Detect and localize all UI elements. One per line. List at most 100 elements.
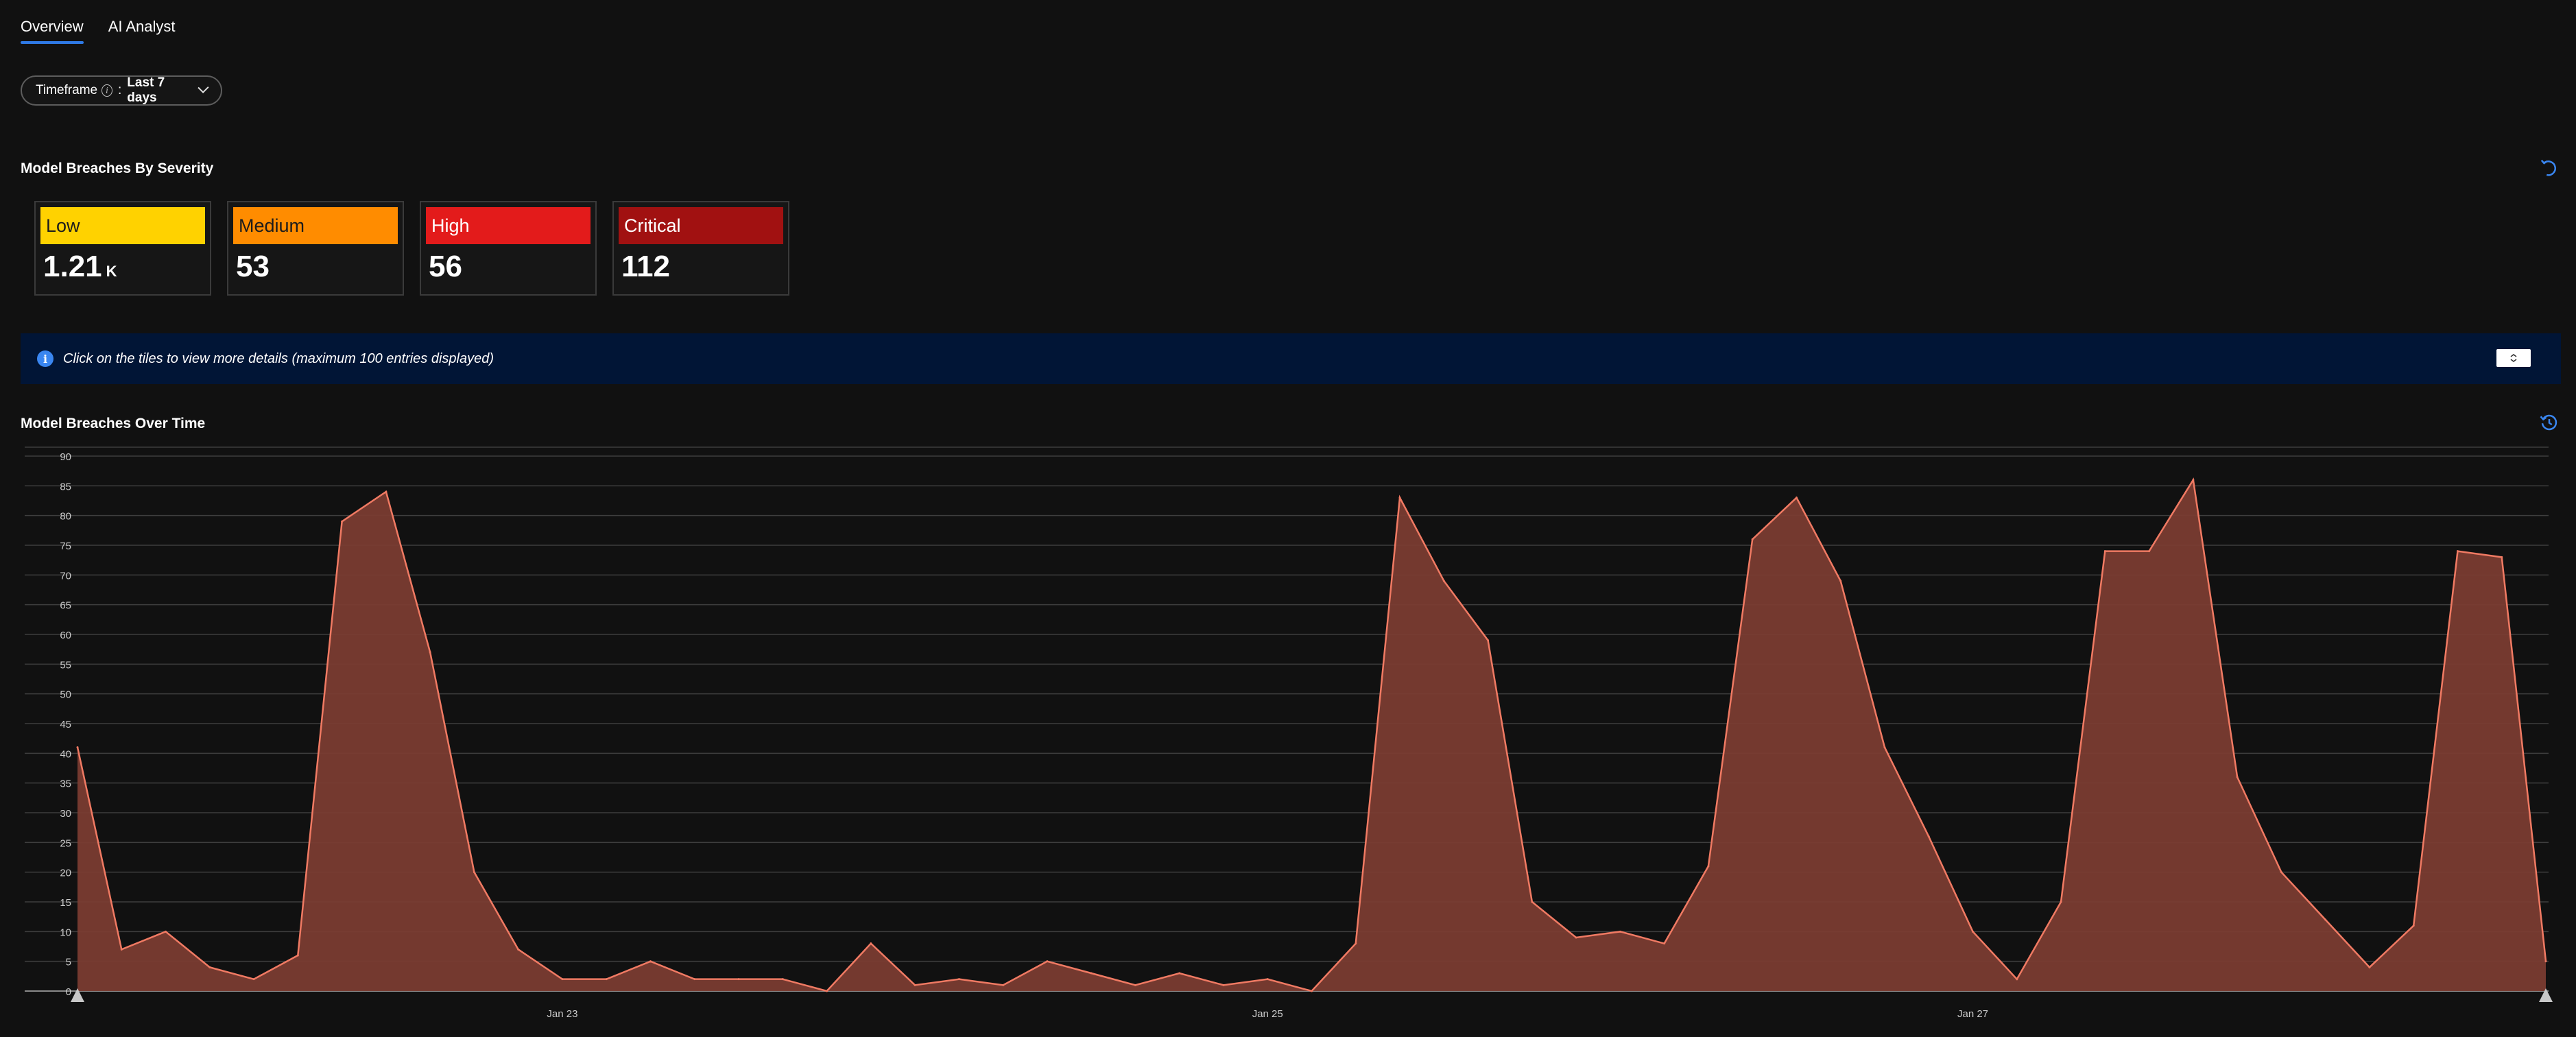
y-tick-label: 20	[60, 868, 71, 879]
data-point[interactable]	[252, 978, 255, 981]
data-point[interactable]	[1531, 901, 1534, 903]
data-point[interactable]	[208, 966, 211, 968]
data-point[interactable]	[737, 978, 740, 981]
y-tick-label: 75	[60, 540, 71, 552]
data-point[interactable]	[2324, 918, 2327, 921]
data-point[interactable]	[1619, 930, 1621, 933]
range-end-handle[interactable]	[2539, 988, 2553, 1002]
info-banner: i Click on the tiles to view more detail…	[21, 333, 2561, 384]
data-point[interactable]	[2456, 550, 2459, 553]
data-point[interactable]	[605, 978, 608, 981]
over-time-section-title: Model Breaches Over Time	[21, 416, 206, 431]
severity-section-title: Model Breaches By Severity	[21, 160, 214, 176]
tile-high-label: High	[426, 207, 591, 244]
data-point[interactable]	[2016, 978, 2018, 981]
data-point[interactable]	[693, 978, 696, 981]
y-tick-label: 40	[60, 748, 71, 760]
data-point[interactable]	[957, 978, 960, 981]
x-tick-label: Jan 27	[1957, 1008, 1988, 1020]
data-point[interactable]	[429, 651, 431, 654]
data-point[interactable]	[296, 954, 299, 957]
refresh-icon[interactable]	[2539, 158, 2560, 178]
data-point[interactable]	[2060, 901, 2062, 903]
data-point[interactable]	[2236, 776, 2239, 778]
data-point[interactable]	[870, 942, 872, 945]
data-point[interactable]	[826, 990, 828, 992]
data-point[interactable]	[341, 520, 344, 523]
data-point[interactable]	[2148, 550, 2151, 553]
data-point[interactable]	[1311, 990, 1313, 992]
y-tick-label: 50	[60, 689, 71, 701]
y-tick-label: 60	[60, 630, 71, 641]
data-point[interactable]	[1222, 984, 1225, 986]
data-point[interactable]	[1795, 497, 1798, 499]
y-tick-label: 15	[60, 897, 71, 909]
tile-critical-label: Critical	[619, 207, 783, 244]
tab-ai-analyst[interactable]: AI Analyst	[108, 18, 176, 35]
tile-medium[interactable]: Medium 53	[227, 201, 404, 296]
y-tick-label: 0	[66, 986, 71, 998]
data-point[interactable]	[120, 948, 123, 951]
data-point[interactable]	[1178, 972, 1181, 975]
tab-overview[interactable]: Overview	[21, 0, 84, 44]
data-point[interactable]	[2192, 479, 2195, 481]
data-point[interactable]	[1839, 580, 1842, 582]
data-point[interactable]	[517, 948, 520, 951]
range-start-handle[interactable]	[71, 988, 84, 1002]
tile-low[interactable]: Low 1.21 K	[34, 201, 211, 296]
data-point[interactable]	[1442, 580, 1445, 582]
info-icon[interactable]: i	[102, 84, 113, 97]
y-tick-label: 65	[60, 600, 71, 612]
timeframe-separator: :	[118, 83, 122, 97]
breaches-over-time-chart: 0 5 10 15 20 25 30 35 40 45 50 55 60 65 70 75 80 85 90 Jan…	[25, 446, 2553, 1020]
data-point[interactable]	[1663, 942, 1666, 945]
data-point[interactable]	[385, 490, 387, 493]
data-point[interactable]	[165, 930, 167, 933]
timeframe-value: Last 7 days	[127, 75, 165, 105]
data-point[interactable]	[914, 984, 916, 986]
data-point[interactable]	[1707, 865, 1710, 868]
data-point[interactable]	[1972, 930, 1975, 933]
tile-high-value: 56	[429, 250, 462, 283]
y-tick-label: 10	[60, 927, 71, 938]
chart-x-axis: Jan 23 Jan 25 Jan 27	[547, 1008, 1988, 1020]
y-tick-label: 30	[60, 808, 71, 820]
data-point[interactable]	[1751, 538, 1754, 540]
data-point[interactable]	[2280, 871, 2282, 874]
data-point[interactable]	[1090, 972, 1093, 975]
data-point[interactable]	[1002, 984, 1005, 986]
data-point[interactable]	[1266, 978, 1269, 981]
history-icon[interactable]	[2539, 412, 2560, 433]
area-fill	[77, 479, 2546, 991]
data-point[interactable]	[2368, 966, 2371, 968]
y-tick-label: 85	[60, 481, 71, 492]
data-point[interactable]	[1046, 960, 1049, 963]
tile-low-label: Low	[40, 207, 205, 244]
data-point[interactable]	[1487, 639, 1490, 642]
tile-critical[interactable]: Critical 112	[612, 201, 789, 296]
data-point[interactable]	[2501, 556, 2503, 558]
data-point[interactable]	[561, 978, 564, 981]
severity-tiles: Low 1.21 K Medium 53 High 56 Critical 112	[34, 201, 789, 296]
data-point[interactable]	[649, 960, 652, 963]
collapse-button[interactable]	[2496, 349, 2531, 367]
data-point[interactable]	[2544, 960, 2547, 963]
data-point[interactable]	[1398, 497, 1401, 499]
timeframe-dropdown[interactable]: Timeframe i : Last 7 days	[21, 75, 222, 106]
data-point[interactable]	[1927, 835, 1930, 838]
data-point[interactable]	[473, 871, 475, 874]
tile-medium-value: 53	[236, 250, 270, 283]
data-point[interactable]	[1575, 936, 1577, 939]
data-point[interactable]	[2412, 925, 2415, 927]
data-point[interactable]	[781, 978, 784, 981]
data-point[interactable]	[1355, 942, 1357, 945]
data-point[interactable]	[76, 746, 79, 749]
data-point[interactable]	[1134, 984, 1136, 986]
y-tick-label: 35	[60, 778, 71, 790]
x-tick-label: Jan 23	[547, 1008, 577, 1020]
tile-high[interactable]: High 56	[420, 201, 597, 296]
data-point[interactable]	[2103, 550, 2106, 553]
timeframe-label: Timeframe	[36, 83, 98, 97]
data-point[interactable]	[1883, 746, 1886, 749]
